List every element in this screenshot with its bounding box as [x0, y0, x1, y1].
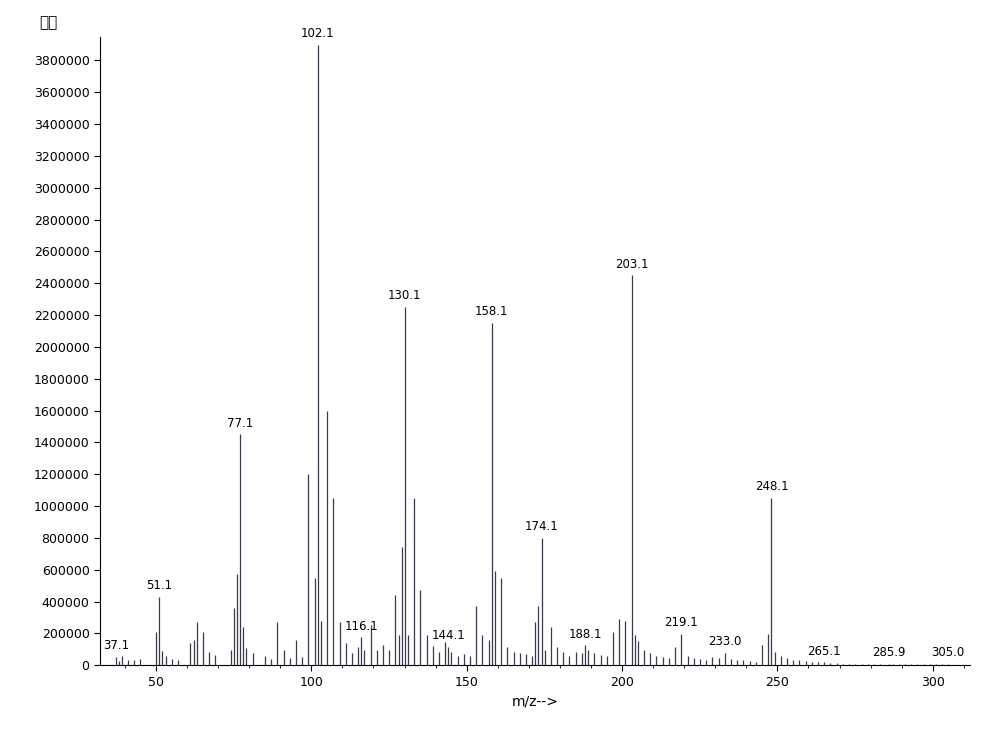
- Text: 102.1: 102.1: [301, 27, 335, 39]
- Text: 144.1: 144.1: [431, 629, 465, 642]
- Text: 203.1: 203.1: [615, 257, 648, 270]
- Text: 丰度: 丰度: [39, 15, 57, 30]
- Text: 188.1: 188.1: [568, 627, 602, 640]
- Text: 265.1: 265.1: [807, 645, 841, 658]
- Text: 51.1: 51.1: [146, 579, 172, 592]
- X-axis label: m/z-->: m/z-->: [512, 694, 558, 708]
- Text: 77.1: 77.1: [227, 417, 253, 430]
- Text: 116.1: 116.1: [344, 620, 378, 632]
- Text: 158.1: 158.1: [475, 306, 509, 318]
- Text: 233.0: 233.0: [708, 635, 741, 648]
- Text: 130.1: 130.1: [388, 289, 422, 303]
- Text: 285.9: 285.9: [872, 646, 906, 659]
- Text: 248.1: 248.1: [755, 480, 788, 493]
- Text: 174.1: 174.1: [525, 520, 558, 533]
- Text: 37.1: 37.1: [103, 640, 129, 653]
- Text: 305.0: 305.0: [932, 646, 965, 659]
- Text: 219.1: 219.1: [664, 616, 698, 629]
